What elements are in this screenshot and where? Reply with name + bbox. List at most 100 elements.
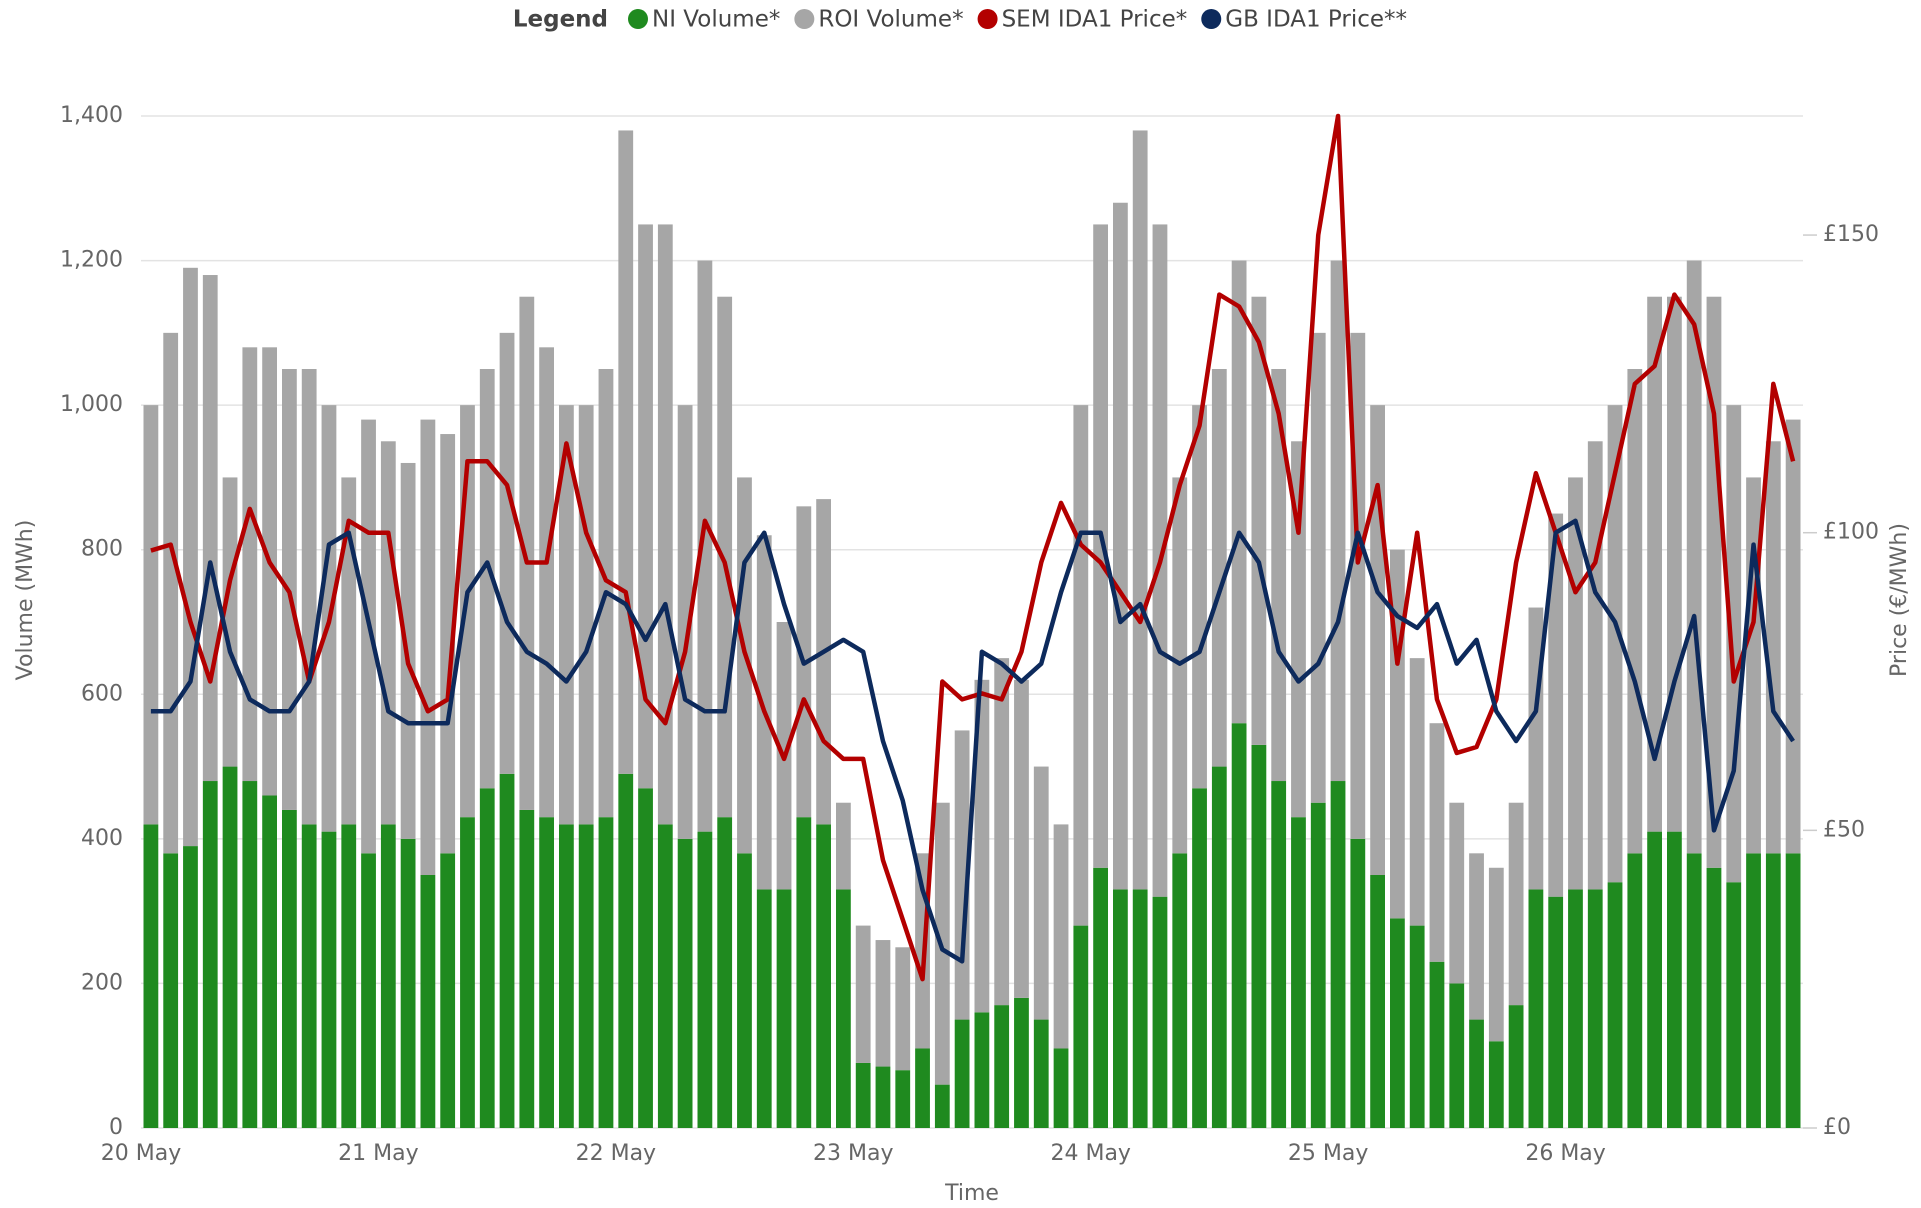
bar (895, 1070, 911, 1128)
y-tick-label: 600 (81, 681, 123, 706)
bar (499, 332, 515, 774)
y2-tick-label: £50 (1823, 817, 1865, 842)
bar (202, 781, 218, 1128)
bar (1132, 889, 1148, 1128)
bar (994, 658, 1010, 1006)
bar (1014, 679, 1029, 998)
x-tick-label: 25 May (1288, 1141, 1368, 1166)
legend-label: SEM IDA1 Price* (1002, 7, 1188, 33)
bar (1726, 405, 1742, 883)
bar (1231, 723, 1247, 1128)
bar (717, 817, 733, 1128)
x-tick-label: 21 May (338, 1141, 418, 1166)
y-tick-label: 200 (81, 970, 123, 995)
bar (1271, 369, 1287, 782)
bar (796, 817, 812, 1128)
bar (1330, 781, 1346, 1128)
x-axis-title: Time (944, 1181, 999, 1206)
bar (1607, 882, 1623, 1128)
bar (1192, 788, 1207, 1128)
bar (1429, 723, 1445, 962)
bar (1587, 441, 1603, 890)
bar (1765, 853, 1781, 1128)
bar (618, 773, 634, 1128)
y-tick-label: 400 (81, 826, 123, 851)
bar (1251, 744, 1267, 1128)
bar (1667, 831, 1682, 1128)
bar (895, 947, 911, 1071)
bar (578, 824, 594, 1128)
bar (638, 224, 653, 789)
legend-label: NI Volume* (652, 7, 780, 33)
bar (836, 802, 851, 890)
bar (1330, 260, 1346, 782)
bar (222, 766, 238, 1128)
bar (697, 260, 713, 832)
bar (1211, 369, 1227, 767)
bar (974, 1012, 990, 1128)
bar (1251, 296, 1267, 745)
bar (341, 824, 357, 1128)
bar (1310, 332, 1326, 803)
bar (816, 824, 831, 1128)
bar (1291, 441, 1306, 818)
bar (519, 809, 535, 1128)
bar (559, 824, 574, 1128)
bar (1073, 925, 1089, 1128)
bar (519, 296, 535, 810)
legend-label: ROI Volume* (818, 7, 963, 33)
bar (262, 347, 277, 796)
price-line (150, 518, 1795, 964)
bar (1033, 766, 1049, 1020)
bar (1073, 405, 1089, 926)
bar (855, 925, 871, 1063)
legend-label: GB IDA1 Price** (1225, 7, 1407, 33)
bar (994, 1005, 1010, 1128)
bar (578, 405, 594, 825)
bar (1033, 1019, 1049, 1128)
bar (1528, 889, 1544, 1128)
bar (618, 130, 634, 774)
bar (1706, 867, 1722, 1128)
bar (1627, 369, 1643, 854)
bar (1093, 224, 1108, 868)
bar (1587, 889, 1603, 1128)
bar (1627, 853, 1643, 1128)
bar (954, 1019, 970, 1128)
bar (1785, 853, 1801, 1128)
bar (242, 781, 258, 1128)
x-tick-label: 26 May (1525, 1141, 1605, 1166)
x-tick-label: 20 May (101, 1141, 181, 1166)
bar (1686, 853, 1702, 1128)
bar (539, 347, 554, 818)
bar (499, 773, 515, 1128)
bar (598, 817, 614, 1128)
bar (460, 817, 475, 1128)
x-tick-label: 23 May (813, 1141, 893, 1166)
bar (1409, 658, 1425, 926)
bar (756, 889, 772, 1128)
bar (1548, 513, 1564, 897)
bar (974, 679, 990, 1013)
bar (143, 824, 159, 1128)
bar (677, 405, 693, 839)
bar (954, 730, 970, 1020)
x-tick-label: 22 May (576, 1141, 656, 1166)
bar (1548, 896, 1564, 1128)
bar (737, 477, 752, 854)
bar (282, 809, 297, 1128)
bar (1370, 875, 1385, 1128)
bar (677, 838, 693, 1128)
bar (1291, 817, 1306, 1128)
bar (301, 369, 317, 825)
bar (1746, 853, 1761, 1128)
legend-marker (628, 9, 648, 29)
bar (1508, 1005, 1524, 1128)
y-tick-label: 1,200 (60, 248, 123, 273)
bar (1647, 296, 1662, 832)
bar (262, 795, 277, 1128)
bar (183, 846, 198, 1128)
bar (1449, 802, 1465, 984)
bar (1211, 766, 1227, 1128)
